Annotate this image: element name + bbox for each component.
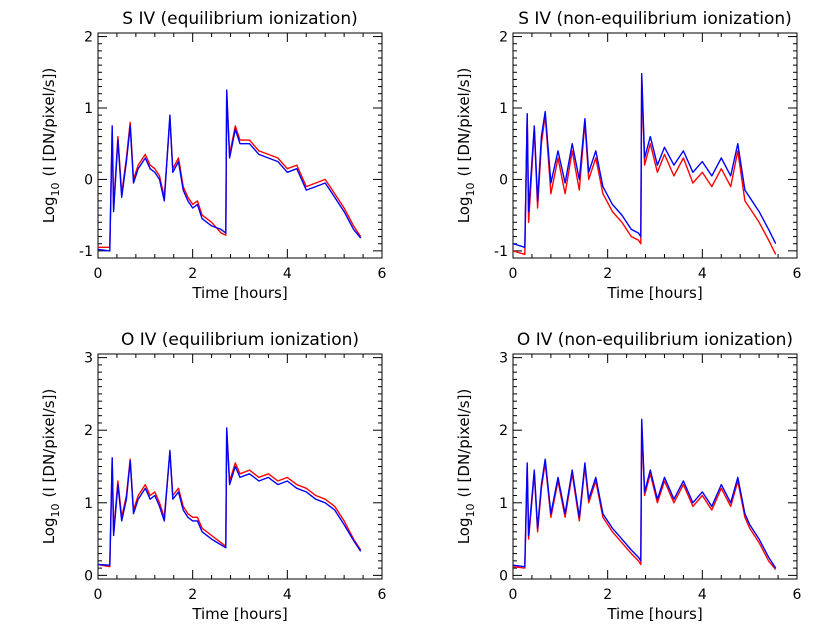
axes-frame <box>512 353 798 580</box>
x-tick-label: 2 <box>603 266 612 282</box>
x-tick-label: 0 <box>509 266 518 282</box>
y-axis-label: Log10 (I [DN/pixel/s]) <box>40 389 62 545</box>
x-axis-label: Time [hours] <box>191 605 287 623</box>
y-label-rest: (I [DN/pixel/s]) <box>40 389 58 498</box>
x-axis-label: Time [hours] <box>606 284 702 302</box>
y-tick-label: 3 <box>499 351 508 367</box>
y-tick-label: 1 <box>499 101 508 117</box>
x-tick-label: 4 <box>698 266 707 282</box>
x-tick-label: 6 <box>378 266 387 282</box>
y-tick-label: -1 <box>79 244 93 260</box>
x-tick-label: 2 <box>603 587 612 603</box>
y-label-rest: (I [DN/pixel/s]) <box>455 389 473 498</box>
x-tick-label: 6 <box>793 587 802 603</box>
y-label-log: Log <box>455 197 473 224</box>
chart-title: O IV (equilibrium ionization) <box>121 330 359 350</box>
y-tick-label: 1 <box>499 496 508 512</box>
y-tick-label: 1 <box>84 101 93 117</box>
x-tick-label: 0 <box>94 587 103 603</box>
y-label-rest: (I [DN/pixel/s]) <box>455 68 473 177</box>
x-tick-label: 0 <box>94 266 103 282</box>
y-tick-label: 0 <box>499 568 508 584</box>
y-label-subscript: 10 <box>464 504 477 518</box>
y-label-log: Log <box>40 197 58 224</box>
blue-series-line <box>513 418 777 569</box>
chart-panel-0: S IV (equilibrium ionization)0 2 4 6-1012Ti… <box>40 9 387 302</box>
x-axis-label: Time [hours] <box>191 284 287 302</box>
y-tick-label: 0 <box>84 568 93 584</box>
red-series-line <box>513 75 777 256</box>
x-tick-label: 2 <box>188 587 197 603</box>
chart-panel-3: O IV (non-equilibrium ionization) 0 2 4 6 0 1 2… <box>455 330 802 623</box>
red-series-line <box>513 422 777 571</box>
x-tick-label: 4 <box>283 587 292 603</box>
y-axis-label: Log10 (I [DN/pixel/s]) <box>455 68 477 224</box>
y-axis-label: Log10 (I [DN/pixel/s]) <box>455 389 477 545</box>
blue-series-line <box>513 72 777 249</box>
y-axis-label: Log10 (I [DN/pixel/s]) <box>40 68 62 224</box>
y-tick-label: -1 <box>494 244 508 260</box>
x-tick-label: 4 <box>283 266 292 282</box>
y-tick-label: 2 <box>84 423 93 439</box>
y-label-log: Log <box>455 518 473 545</box>
chart-title: S IV (non-equilibrium ionization) <box>518 9 792 29</box>
y-label-subscript: 10 <box>464 183 477 197</box>
blue-series-line <box>98 89 362 252</box>
y-tick-label: 3 <box>84 351 93 367</box>
y-label-subscript: 10 <box>49 183 62 197</box>
x-tick-label: 0 <box>509 587 518 603</box>
y-tick-label: 2 <box>84 30 93 46</box>
y-label-log: Log <box>40 518 58 545</box>
y-tick-label: 1 <box>84 496 93 512</box>
chart-title: O IV (non-equilibrium ionization) <box>517 330 793 350</box>
y-tick-label: 0 <box>84 172 93 188</box>
x-tick-label: 2 <box>188 266 197 282</box>
blue-series-line <box>98 427 362 566</box>
x-tick-label: 6 <box>793 266 802 282</box>
y-tick-label: 2 <box>499 423 508 439</box>
x-tick-label: 4 <box>698 587 707 603</box>
chart-title: S IV (equilibrium ionization) <box>122 9 357 29</box>
axes-frame <box>97 32 383 259</box>
y-label-subscript: 10 <box>49 504 62 518</box>
y-tick-label: 2 <box>499 30 508 46</box>
chart-panel-1: S IV (non-equilibrium ionization)0 2 4 6-10… <box>455 9 802 302</box>
x-tick-label: 6 <box>378 587 387 603</box>
y-tick-label: 0 <box>499 172 508 188</box>
red-series-line <box>98 429 362 568</box>
axes-frame <box>97 353 383 580</box>
x-axis-label: Time [hours] <box>606 605 702 623</box>
y-label-rest: (I [DN/pixel/s]) <box>40 68 58 177</box>
axes-frame <box>512 32 798 259</box>
chart-panel-2: O IV (equilibrium ionization) 0 2 4 6 0 1 2 3 Tim… <box>40 330 387 623</box>
red-series-line <box>98 92 362 249</box>
